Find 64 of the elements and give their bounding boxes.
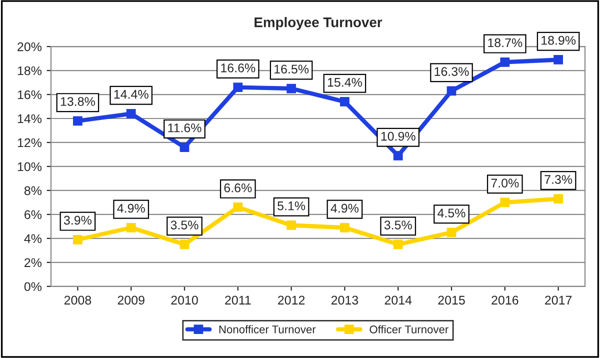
data-label: 6.6% (224, 183, 252, 192)
data-label: 3.5% (170, 220, 198, 230)
data-label: 13.8% (60, 97, 95, 106)
point (554, 194, 563, 204)
point (500, 57, 510, 67)
point (393, 150, 403, 160)
data-label: 7.0% (491, 178, 519, 188)
y-tick-label: 16% (18, 90, 42, 100)
y-tick-label: 18% (18, 66, 42, 76)
data-label: 16.3% (434, 67, 469, 76)
chart-title: Employee Turnover (254, 17, 382, 30)
point (286, 220, 296, 230)
point (73, 116, 82, 126)
data-label: 4.9% (330, 204, 358, 213)
data-label: 15.4% (328, 78, 362, 87)
data-label: 7.3% (544, 175, 572, 184)
x-tick-label: 2017 (545, 296, 572, 305)
y-tick-label: 4% (24, 234, 42, 244)
x-tick-label: 2010 (171, 296, 198, 305)
x-tick-label: 2009 (118, 296, 144, 305)
point (233, 202, 243, 212)
x-tick-label: 2011 (225, 296, 251, 305)
point (126, 109, 136, 118)
legend-label: Officer Turnover (370, 325, 448, 334)
point (126, 222, 136, 232)
data-label: 16.6% (221, 63, 256, 72)
point (180, 142, 190, 152)
x-tick-label: 2012 (278, 296, 305, 305)
x-tick-label: 2015 (438, 296, 465, 305)
data-label: 16.5% (274, 64, 309, 74)
data-label: 18.9% (542, 36, 576, 45)
point (73, 234, 82, 244)
data-label: 10.9% (381, 132, 416, 141)
x-tick-label: 2013 (331, 296, 358, 305)
point (446, 86, 456, 96)
y-tick-label: 8% (24, 186, 42, 196)
y-tick-label: 6% (24, 210, 42, 220)
point (340, 222, 350, 232)
y-tick-label: 14% (18, 114, 42, 124)
data-label: 18.7% (488, 38, 522, 48)
data-label: 5.1% (278, 201, 306, 210)
point (233, 82, 243, 92)
y-tick-label: 12% (18, 138, 42, 148)
point (446, 228, 456, 238)
point (554, 55, 563, 64)
y-tick-label: 20% (18, 42, 42, 52)
point (340, 97, 350, 106)
point (286, 84, 296, 94)
data-label: 3.5% (384, 220, 412, 230)
data-label: 4.5% (438, 208, 466, 218)
x-tick-label: 2014 (384, 296, 412, 305)
data-label: 11.6% (168, 123, 202, 132)
legend-label: Nonofficer Turnover (219, 325, 316, 334)
x-tick-label: 2016 (492, 296, 518, 305)
y-tick-label: 2% (24, 258, 42, 268)
point (180, 240, 190, 250)
point (393, 240, 403, 250)
point (500, 198, 510, 208)
data-label: 4.9% (117, 204, 145, 213)
y-tick-label: 0% (24, 282, 42, 292)
y-tick-label: 10% (18, 162, 42, 172)
data-label: 14.4% (114, 90, 148, 99)
x-tick-label: 2008 (64, 296, 92, 305)
data-label: 3.9% (64, 216, 92, 225)
